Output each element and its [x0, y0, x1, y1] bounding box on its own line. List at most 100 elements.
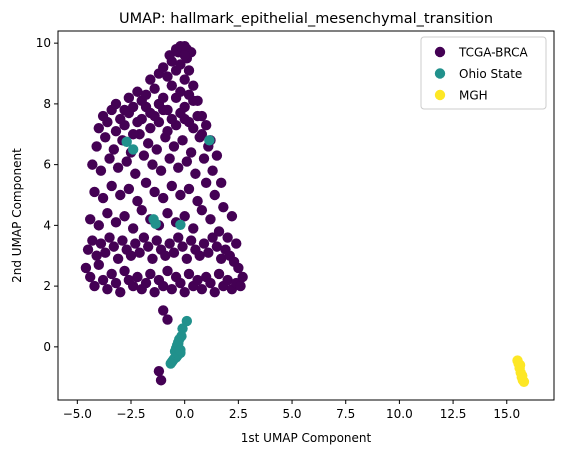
- data-point: [186, 147, 196, 157]
- data-point: [214, 226, 224, 236]
- x-tick-label: 15.0: [493, 407, 520, 421]
- data-point: [184, 90, 194, 100]
- data-point: [175, 190, 185, 200]
- data-point: [87, 159, 97, 169]
- data-point: [197, 284, 207, 294]
- data-point: [204, 135, 214, 145]
- data-point: [182, 156, 192, 166]
- data-point: [158, 62, 168, 72]
- data-point: [143, 241, 153, 251]
- data-point: [111, 278, 121, 288]
- legend: TCGA-BRCAOhio StateMGH: [421, 37, 546, 109]
- data-point: [139, 150, 149, 160]
- data-point: [203, 248, 213, 258]
- data-point: [124, 93, 134, 103]
- data-point: [111, 99, 121, 109]
- data-point: [141, 90, 151, 100]
- data-point: [134, 248, 144, 258]
- data-point: [128, 144, 138, 154]
- data-point: [117, 235, 127, 245]
- data-point: [169, 248, 179, 258]
- data-point: [113, 162, 123, 172]
- data-point: [150, 219, 160, 229]
- data-point: [201, 120, 211, 130]
- data-point: [119, 211, 129, 221]
- data-point: [167, 114, 177, 124]
- data-point: [115, 114, 125, 124]
- data-point: [119, 266, 129, 276]
- data-point: [94, 123, 104, 133]
- data-point: [96, 238, 106, 248]
- data-point: [222, 232, 232, 242]
- data-point: [158, 93, 168, 103]
- y-tick-label: 10: [36, 36, 51, 50]
- data-point: [106, 269, 116, 279]
- data-point: [162, 126, 172, 136]
- data-point: [85, 214, 95, 224]
- data-point: [111, 217, 121, 227]
- data-point: [102, 208, 112, 218]
- y-axis-ticks: 0246810: [36, 36, 58, 354]
- data-point: [132, 196, 142, 206]
- data-point: [109, 241, 119, 251]
- legend-marker: [435, 90, 445, 100]
- x-tick-label: 5.0: [282, 407, 301, 421]
- data-point: [152, 144, 162, 154]
- data-point: [175, 278, 185, 288]
- data-point: [115, 190, 125, 200]
- data-point: [207, 166, 217, 176]
- data-point: [130, 238, 140, 248]
- data-point: [100, 248, 110, 258]
- data-point: [162, 208, 172, 218]
- legend-label: Ohio State: [459, 67, 522, 81]
- data-point: [162, 71, 172, 81]
- x-tick-label: 12.5: [440, 407, 467, 421]
- data-point: [145, 108, 155, 118]
- data-point: [152, 235, 162, 245]
- data-point: [233, 263, 243, 273]
- data-point: [94, 260, 104, 270]
- data-point: [235, 281, 245, 291]
- data-point: [145, 269, 155, 279]
- data-point: [143, 138, 153, 148]
- data-point: [167, 80, 177, 90]
- data-point: [177, 135, 187, 145]
- data-point: [199, 153, 209, 163]
- data-point: [197, 205, 207, 215]
- data-point: [149, 287, 159, 297]
- data-point: [111, 126, 121, 136]
- x-tick-label: 7.5: [336, 407, 355, 421]
- data-point: [212, 150, 222, 160]
- data-point: [184, 65, 194, 75]
- data-point: [164, 238, 174, 248]
- data-point: [167, 284, 177, 294]
- data-point: [179, 50, 189, 60]
- data-point: [192, 96, 202, 106]
- data-point: [128, 102, 138, 112]
- data-point: [164, 153, 174, 163]
- data-point: [98, 275, 108, 285]
- data-point: [98, 111, 108, 121]
- data-point: [158, 305, 168, 315]
- data-point: [184, 269, 194, 279]
- chart-title: UMAP: hallmark_epithelial_mesenchymal_tr…: [119, 11, 493, 27]
- data-point: [156, 166, 166, 176]
- data-point: [156, 375, 166, 385]
- series-tcga-brca: [81, 41, 248, 385]
- x-tick-label: 10.0: [386, 407, 413, 421]
- data-point: [124, 184, 134, 194]
- y-tick-label: 0: [43, 340, 51, 354]
- y-axis-label: 2nd UMAP Component: [10, 148, 24, 283]
- data-point: [149, 187, 159, 197]
- data-point: [89, 281, 99, 291]
- data-point: [192, 196, 202, 206]
- data-point: [190, 169, 200, 179]
- data-point: [210, 190, 220, 200]
- data-point: [106, 181, 116, 191]
- data-point: [186, 235, 196, 245]
- data-point: [113, 254, 123, 264]
- data-point: [173, 162, 183, 172]
- data-point: [517, 371, 527, 381]
- data-point: [128, 223, 138, 233]
